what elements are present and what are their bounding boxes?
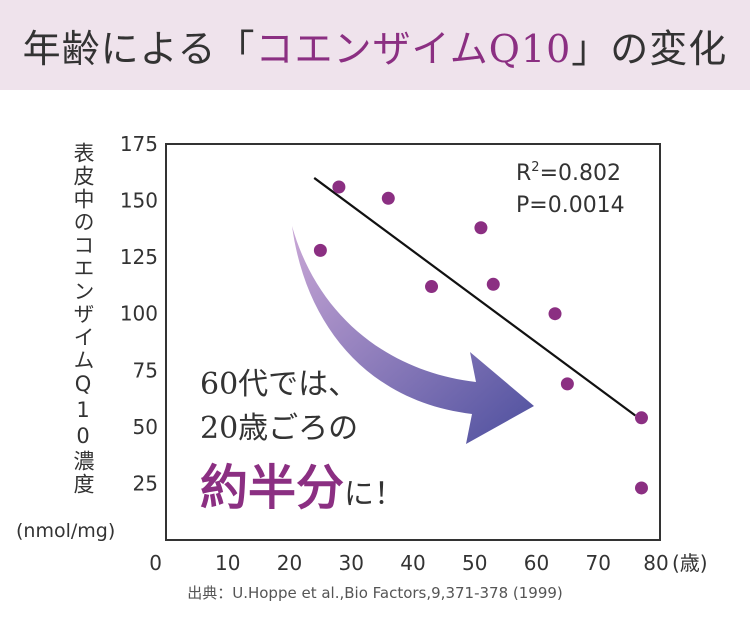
data-point	[332, 180, 346, 194]
title-highlight: コエンザイムQ10	[255, 26, 572, 71]
annotation-line-3: 約半分に！	[200, 460, 404, 516]
trend-line	[313, 177, 636, 417]
x-tick-label: 30	[339, 551, 364, 575]
y-tick-label: 100	[120, 302, 158, 326]
data-point	[560, 377, 574, 391]
plot-frame	[165, 143, 661, 541]
x-tick-label: 80	[643, 551, 668, 575]
x-tick-label: 60	[524, 551, 549, 575]
y-tick-label: 175	[120, 132, 158, 156]
data-point	[425, 280, 439, 294]
page-title: 年齢による「 コエンザイムQ10 」の変化	[0, 0, 750, 90]
p-value-label: P=0.0014	[516, 193, 625, 218]
data-point	[486, 277, 500, 291]
y-tick-label: 125	[120, 245, 158, 269]
trend-arrow-icon	[292, 226, 534, 444]
y-tick-label: 75	[133, 358, 158, 382]
x-tick-label: 40	[400, 551, 425, 575]
title-band	[0, 0, 750, 90]
r-squared-label: R2=0.802	[516, 160, 621, 186]
annotation-line-2: 20歳ごろの	[200, 411, 358, 446]
x-tick-label: 10	[215, 551, 240, 575]
y-tick-label: 25	[133, 471, 158, 495]
data-point	[548, 307, 562, 321]
x-tick-label: 0	[149, 551, 162, 575]
x-tick-label: 70	[586, 551, 611, 575]
y-axis-label: 表皮中のコエンザイムQ10濃度	[71, 142, 95, 496]
x-axis-unit: (歳)	[672, 551, 708, 575]
source-citation: 出典：U.Hoppe et al.,Bio Factors,9,371-378 …	[187, 584, 563, 602]
data-point	[634, 481, 648, 495]
x-tick-label: 20	[277, 551, 302, 575]
title-prefix: 年齢による「	[22, 26, 256, 71]
data-point	[313, 243, 327, 257]
y-axis-unit: (nmol/mg)	[16, 520, 116, 542]
x-tick-label: 50	[462, 551, 487, 575]
data-point	[381, 191, 395, 205]
y-tick-label: 150	[120, 189, 158, 213]
data-point	[634, 411, 648, 425]
data-point	[474, 221, 488, 235]
annotation-line-1: 60代では、	[200, 367, 358, 402]
y-tick-label: 50	[133, 415, 158, 439]
title-suffix: 」の変化	[571, 26, 728, 71]
